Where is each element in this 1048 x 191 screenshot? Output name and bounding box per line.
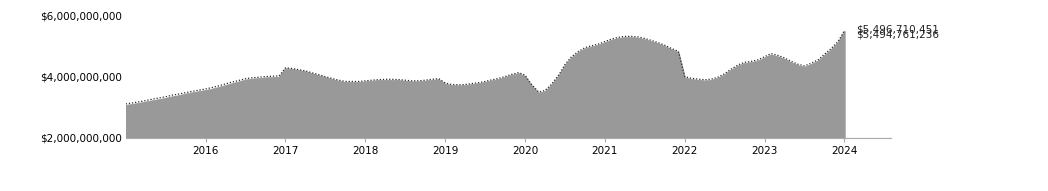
Text: $5,496,710,451: $5,496,710,451 (855, 24, 939, 34)
Text: $5,494,761,236: $5,494,761,236 (855, 30, 939, 40)
